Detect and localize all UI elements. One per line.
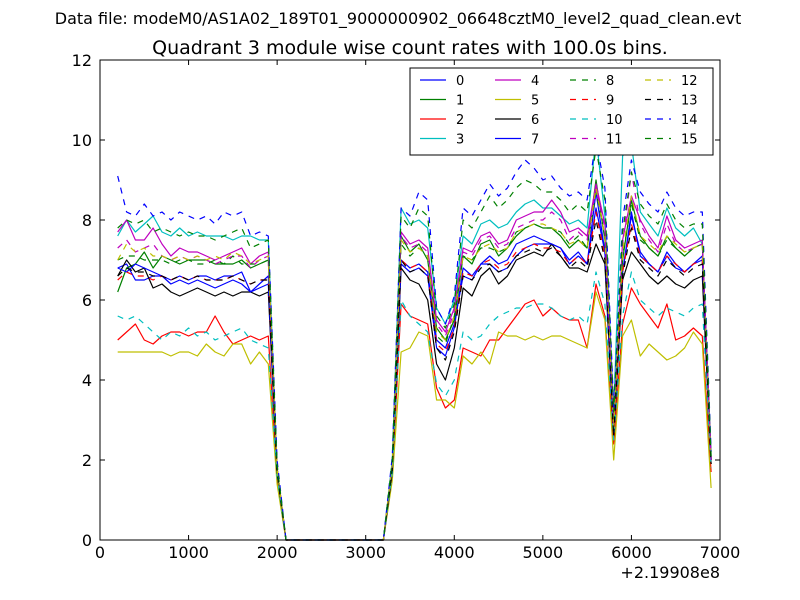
legend-label-10: 10 — [606, 113, 623, 128]
x-tick-label: 0 — [95, 543, 105, 562]
legend-label-11: 11 — [606, 133, 623, 148]
legend-label-9: 9 — [606, 94, 614, 109]
legend-label-12: 12 — [681, 74, 698, 89]
x-tick-label: 1000 — [168, 543, 209, 562]
legend-label-14: 14 — [681, 113, 698, 128]
series-line-11 — [117, 171, 712, 541]
legend-label-6: 6 — [531, 113, 539, 128]
y-tick-label: 12 — [72, 51, 92, 70]
x-tick-label: 3000 — [345, 543, 386, 562]
legend-label-0: 0 — [456, 74, 464, 89]
legend-label-1: 1 — [456, 94, 464, 109]
legend-label-15: 15 — [681, 133, 698, 148]
legend-label-8: 8 — [606, 74, 614, 89]
chart-title: Quadrant 3 module wise count rates with … — [152, 37, 668, 59]
legend-label-13: 13 — [681, 94, 698, 109]
series-line-15 — [117, 147, 712, 541]
legend-label-5: 5 — [531, 94, 539, 109]
y-tick-label: 10 — [72, 131, 92, 150]
series-line-5 — [117, 291, 712, 541]
legend-label-3: 3 — [456, 133, 464, 148]
y-tick-label: 8 — [82, 211, 92, 230]
series-line-12 — [117, 187, 712, 541]
legend-label-2: 2 — [456, 113, 464, 128]
y-tick-label: 2 — [82, 451, 92, 470]
legend-label-7: 7 — [531, 133, 539, 148]
series-line-14 — [117, 139, 712, 541]
series-line-13 — [117, 219, 712, 541]
data-file-supertitle: Data file: modeM0/AS1A02_189T01_90000009… — [55, 9, 741, 29]
x-tick-label: 2000 — [257, 543, 298, 562]
y-tick-label: 0 — [82, 531, 92, 550]
y-tick-label: 4 — [82, 371, 92, 390]
y-tick-label: 6 — [82, 291, 92, 310]
x-tick-label: 7000 — [700, 543, 741, 562]
x-tick-label: 6000 — [611, 543, 652, 562]
x-offset-label: +2.19908e8 — [620, 563, 720, 582]
x-tick-label: 5000 — [522, 543, 563, 562]
legend-box — [409, 67, 714, 156]
legend-label-4: 4 — [531, 74, 539, 89]
x-tick-label: 4000 — [434, 543, 475, 562]
series-layer — [117, 135, 712, 541]
series-line-2 — [117, 283, 712, 541]
